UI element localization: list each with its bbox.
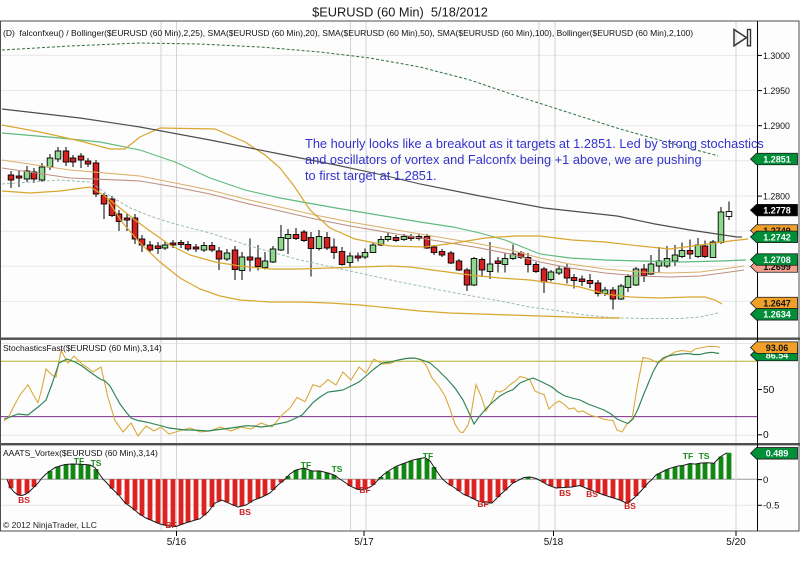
svg-text:AAATS_Vortex($EURUSD (60 Min),: AAATS_Vortex($EURUSD (60 Min),3,14): [3, 448, 158, 458]
svg-text:5/16: 5/16: [167, 537, 187, 548]
svg-text:1.2900: 1.2900: [763, 121, 790, 131]
svg-text:TF: TF: [301, 460, 311, 470]
svg-text:TF: TF: [74, 456, 84, 466]
svg-text:$EURUSD (60 Min) 5/18/2012: $EURUSD (60 Min) 5/18/2012: [312, 5, 488, 20]
svg-text:to first target at 1.2851.: to first target at 1.2851.: [305, 168, 437, 183]
svg-text:5/17: 5/17: [354, 537, 374, 548]
svg-text:1.2634: 1.2634: [763, 310, 791, 320]
svg-text:5/18: 5/18: [544, 537, 564, 548]
svg-text:1.2699: 1.2699: [763, 262, 791, 272]
svg-text:BS: BS: [559, 488, 571, 498]
svg-text:BS: BS: [18, 495, 30, 505]
svg-text:© 2012 NinjaTrader, LLC: © 2012 NinjaTrader, LLC: [3, 520, 97, 530]
svg-text:1.2778: 1.2778: [763, 206, 791, 216]
svg-text:TF: TF: [683, 451, 693, 461]
svg-text:and oscillators of vortex and: and oscillators of vortex and Falconfx b…: [305, 152, 702, 167]
svg-text:1.2742: 1.2742: [763, 232, 791, 242]
svg-text:0: 0: [763, 430, 769, 441]
svg-text:BF: BF: [165, 520, 176, 530]
svg-text:TS: TS: [332, 464, 343, 474]
svg-text:0.489: 0.489: [766, 449, 789, 459]
svg-text:0: 0: [763, 475, 768, 486]
svg-text:86.54: 86.54: [766, 350, 789, 360]
svg-text:93.06: 93.06: [766, 343, 789, 353]
svg-text:BF: BF: [359, 485, 370, 495]
svg-text:TS: TS: [699, 451, 710, 461]
svg-text:5/20: 5/20: [726, 537, 746, 548]
svg-text:1.2800: 1.2800: [763, 192, 790, 202]
svg-text:1.2647: 1.2647: [763, 298, 791, 308]
svg-text:StochasticsFast($EURUSD (60 Mi: StochasticsFast($EURUSD (60 Min),3,14): [3, 343, 162, 353]
svg-text:1.2708: 1.2708: [763, 255, 791, 265]
svg-text:(D) falconfxeu() / Bollinger(: (D) falconfxeu() / Bollinger($EURUSD (60…: [3, 28, 693, 38]
svg-text:TS: TS: [91, 458, 102, 468]
svg-text:BF: BF: [477, 499, 488, 509]
svg-text:BS: BS: [586, 489, 598, 499]
svg-text:-0.5: -0.5: [763, 501, 779, 512]
svg-text:The hourly looks like a breako: The hourly looks like a breakout as it t…: [305, 136, 764, 151]
svg-text:BS: BS: [624, 501, 636, 511]
svg-text:BS: BS: [239, 507, 251, 517]
svg-text:1.3000: 1.3000: [763, 51, 790, 61]
svg-text:1.2851: 1.2851: [763, 154, 791, 164]
svg-text:50: 50: [763, 385, 775, 396]
svg-text:TF: TF: [423, 451, 433, 461]
svg-text:1.2950: 1.2950: [763, 86, 790, 96]
